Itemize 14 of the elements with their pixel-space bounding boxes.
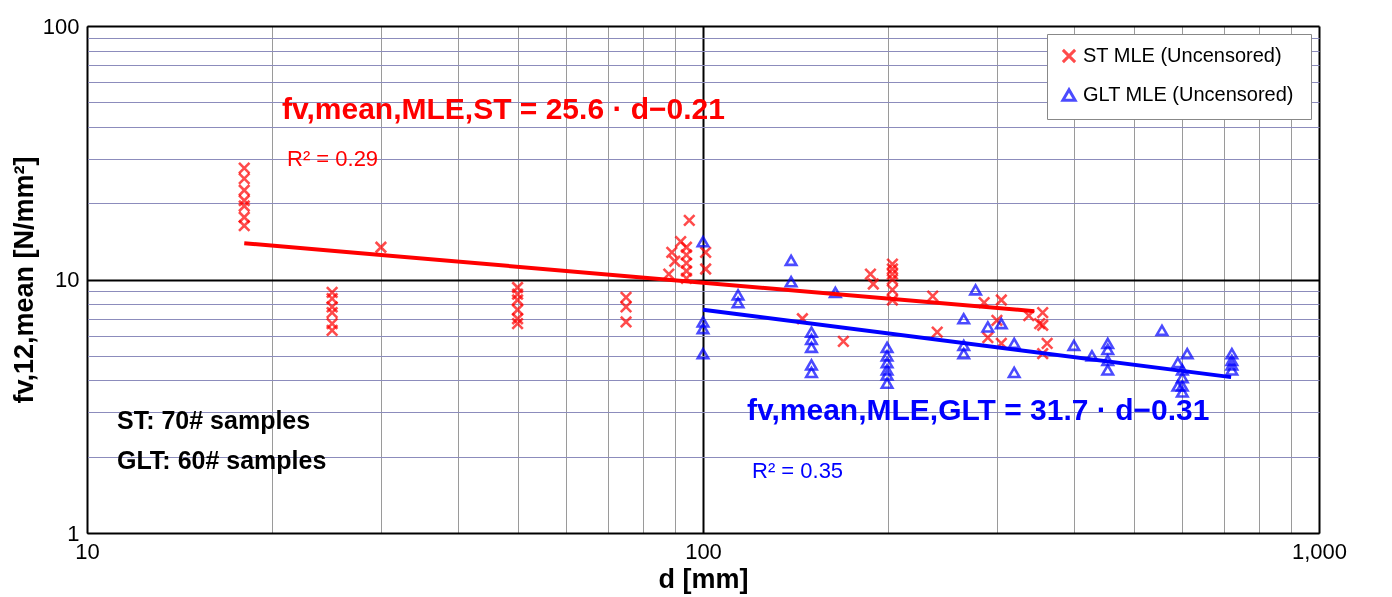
x-tick-label: 100 (685, 538, 722, 564)
x-tick-label: 1,000 (1291, 538, 1348, 564)
y-tick-label: 10 (55, 267, 80, 292)
x-axis-title: d [mm] (658, 563, 749, 594)
annotation: R² = 0.35 (752, 458, 844, 483)
y-tick-label: 100 (42, 13, 80, 39)
y-tick-label: 1 (67, 520, 80, 546)
annotation: fv,mean,MLE,GLT = 31.7 · d−0.31 (747, 393, 1210, 426)
legend-label: ST MLE (Uncensored) (1083, 44, 1282, 66)
y-axis-title: fv,12,mean [N/mm²] (8, 156, 39, 404)
annotation: R² = 0.29 (287, 146, 379, 171)
annotation: GLT: 60# samples (117, 446, 327, 474)
legend-label: GLT MLE (Uncensored) (1083, 83, 1294, 105)
annotation: ST: 70# samples (117, 406, 311, 434)
